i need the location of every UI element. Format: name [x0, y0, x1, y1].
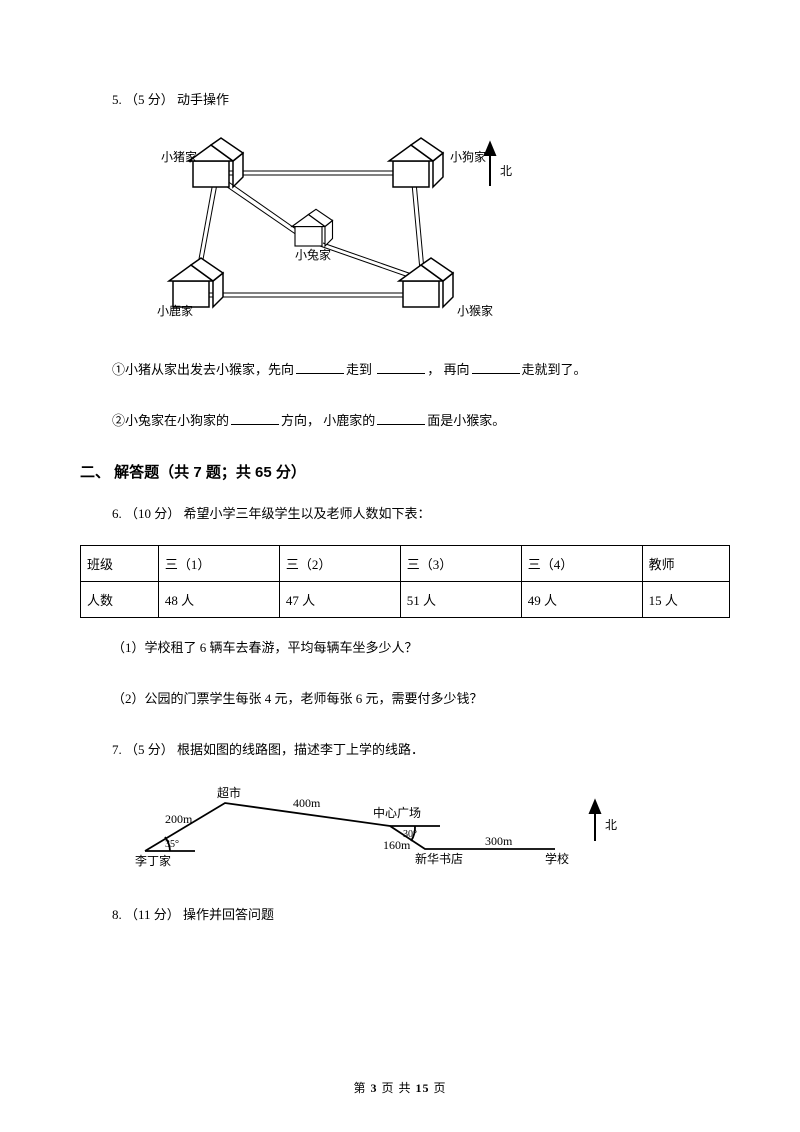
svg-text:中心广场: 中心广场: [373, 805, 421, 820]
label-deer: 小鹿家: [157, 303, 193, 318]
blank[interactable]: [231, 412, 279, 425]
q5-sub1: ①小猪从家出发去小猴家，先向走到 ， 再向走就到了。: [80, 360, 730, 381]
page-footer: 第 3 页 共 15 页: [0, 1079, 800, 1096]
q6-prompt: 6. （10 分） 希望小学三年级学生以及老师人数如下表：: [80, 504, 730, 525]
label-rabbit: 小兔家: [295, 247, 331, 262]
blank[interactable]: [377, 361, 425, 374]
q6-title: 希望小学三年级学生以及老师人数如下表：: [184, 506, 431, 521]
svg-text:新华书店: 新华书店: [415, 851, 463, 866]
q7-map: 超市 200m 35° 李丁家 400m 中心广场 30° 160m 新华书店 …: [135, 781, 730, 880]
q8-pts: （11 分）: [125, 907, 180, 922]
q5-map: 小猪家 小狗家 小兔家 小鹿家 小猴家 北: [125, 131, 730, 335]
q5-pts: （5 分）: [125, 92, 174, 107]
table-row: 班级 三（1） 三（2） 三（3） 三（4） 教师: [81, 546, 730, 582]
table-row: 人数 48 人 47 人 51 人 49 人 15 人: [81, 582, 730, 618]
blank[interactable]: [296, 361, 344, 374]
q8-title: 操作并回答问题: [183, 907, 274, 922]
svg-text:200m: 200m: [165, 812, 193, 826]
q5-num: 5.: [112, 92, 125, 107]
svg-text:400m: 400m: [293, 796, 321, 810]
svg-text:李丁家: 李丁家: [135, 853, 171, 868]
label-north: 北: [500, 164, 512, 178]
q7-title: 根据如图的线路图，描述李丁上学的线路．: [177, 742, 424, 757]
label-pig: 小猪家: [161, 149, 197, 164]
svg-text:35°: 35°: [165, 839, 179, 850]
q6-num: 6.: [112, 506, 125, 521]
label-dog: 小狗家: [450, 149, 486, 164]
svg-text:学校: 学校: [545, 851, 569, 866]
q6-sub1: （1）学校租了 6 辆车去春游，平均每辆车坐多少人？: [80, 638, 730, 659]
blank[interactable]: [472, 361, 520, 374]
svg-text:160m: 160m: [383, 838, 411, 852]
blank[interactable]: [377, 412, 425, 425]
q6-pts: （10 分）: [125, 506, 180, 521]
label-monkey: 小猴家: [457, 303, 493, 318]
section2-title: 二、 解答题（共 7 题；共 65 分）: [80, 461, 730, 482]
q8-num: 8.: [112, 907, 125, 922]
q7-num: 7.: [112, 742, 125, 757]
q6-table: 班级 三（1） 三（2） 三（3） 三（4） 教师 人数 48 人 47 人 5…: [80, 545, 730, 618]
q5-title: 动手操作: [177, 92, 229, 107]
svg-text:超市: 超市: [217, 785, 241, 800]
q5-sub2: ②小兔家在小狗家的方向， 小鹿家的面是小猴家。: [80, 411, 730, 432]
q8-prompt: 8. （11 分） 操作并回答问题: [80, 905, 730, 926]
svg-text:300m: 300m: [485, 834, 513, 848]
q7-prompt: 7. （5 分） 根据如图的线路图，描述李丁上学的线路．: [80, 740, 730, 761]
q6-sub2: （2）公园的门票学生每张 4 元，老师每张 6 元，需要付多少钱？: [80, 689, 730, 710]
q5-prompt: 5. （5 分） 动手操作: [80, 90, 730, 111]
q7-pts: （5 分）: [125, 742, 174, 757]
svg-text:北: 北: [605, 818, 617, 832]
